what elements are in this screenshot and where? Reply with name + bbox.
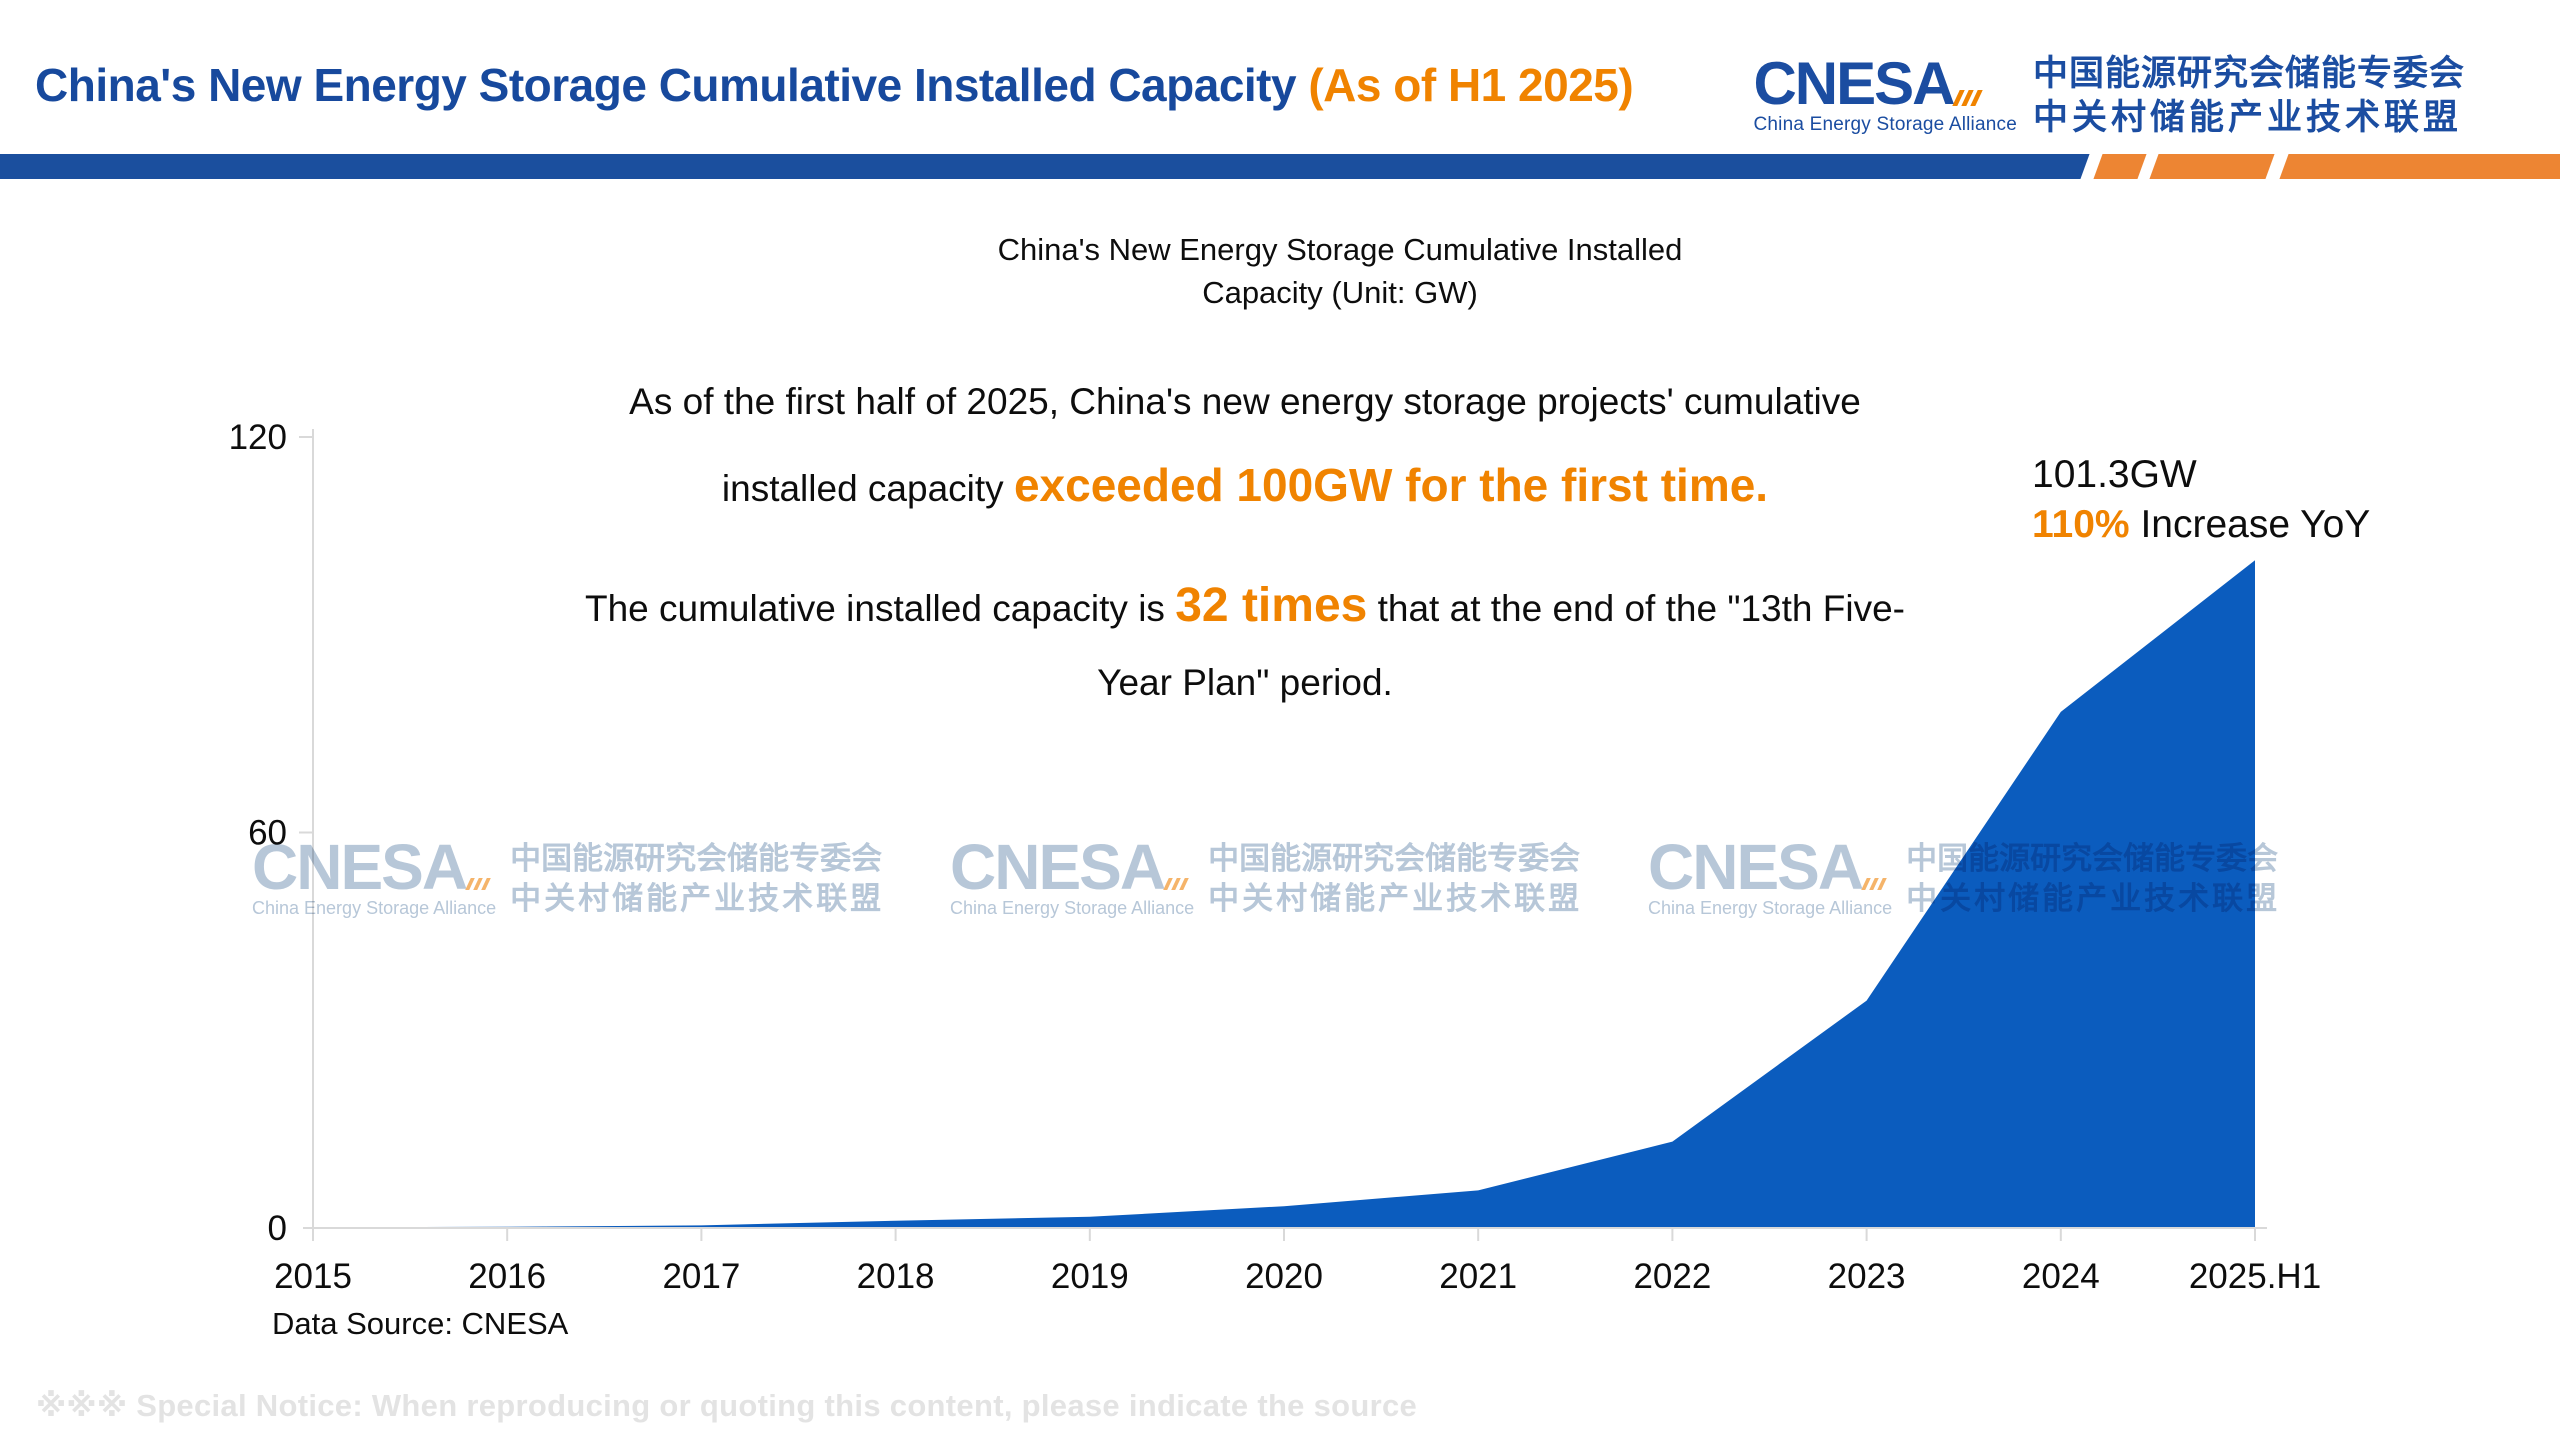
cnesa-logo-cn-line2: 中关村储能产业技术联盟 (2032, 98, 2462, 137)
annotation-line2-normal: installed capacity (721, 468, 1014, 509)
data-source-label: Data Source: CNESA (272, 1306, 569, 1341)
watermark-tagline: China Energy Storage Alliance (1648, 898, 1893, 918)
annotation-line1: As of the first half of 2025, China's ne… (629, 381, 1861, 422)
watermark-cn-line2: 中关村储能产业技术联盟 (1906, 880, 2281, 916)
cnesa-logo: CNESA China Energy Storage Alliance 中国能源… (1753, 52, 2465, 140)
watermark-wordmark-block: CNESA China Energy Storage Alliance (950, 831, 1195, 919)
x-axis-label: 2020 (1245, 1257, 1323, 1296)
chart-title-line2: Capacity (Unit: GW) (1202, 275, 1478, 310)
x-axis-label: 2022 (1633, 1257, 1711, 1296)
page-title-suffix: (As of H1 2025) (1308, 59, 1634, 111)
watermark-hatch-icon (465, 878, 491, 890)
x-axis-label: 2017 (662, 1257, 740, 1296)
watermark-text: CNESA (1648, 831, 1864, 903)
annotation-line3-tail: that at the end of the "13th Five- (1367, 588, 1905, 629)
cnesa-watermark: CNESA China Energy Storage Alliance 中国能源… (950, 831, 1582, 919)
watermark-cn-line2: 中关村储能产业技术联盟 (510, 880, 885, 916)
peak-yoy-percent: 110% (2032, 503, 2130, 546)
cnesa-logo-cn-line1: 中国能源研究会储能专委会 (2032, 54, 2465, 93)
peak-value-callout: 101.3GW 110% Increase YoY (2032, 450, 2370, 550)
chart-title-line1: China's New Energy Storage Cumulative In… (997, 232, 1683, 267)
divider-orange-segment-3 (2279, 154, 2560, 179)
watermark-wordmark: CNESA (950, 831, 1194, 903)
page-title: China's New Energy Storage Cumulative In… (35, 58, 1634, 112)
divider-orange-segment-1 (2093, 154, 2147, 179)
page-title-main: China's New Energy Storage Cumulative In… (35, 59, 1309, 111)
x-axis-label: 2015 (274, 1257, 352, 1296)
annotation-line4: Year Plan" period. (1097, 662, 1393, 703)
watermark-chinese: 中国能源研究会储能专委会 中关村储能产业技术联盟 (510, 839, 884, 919)
watermark-cn-line1: 中国能源研究会储能专委会 (1208, 840, 1581, 876)
x-axis-label: 2023 (1828, 1257, 1906, 1296)
watermark-text: CNESA (252, 831, 468, 903)
chart-annotations: As of the first half of 2025, China's ne… (240, 380, 2250, 705)
watermark-hatch-icon (1163, 878, 1189, 890)
x-axis-label: 2025.H1 (2189, 1257, 2321, 1296)
watermark-tagline: China Energy Storage Alliance (252, 898, 497, 918)
watermark-wordmark-block: CNESA China Energy Storage Alliance (1648, 831, 1893, 919)
x-axis-label: 2019 (1051, 1257, 1129, 1296)
header-divider-bar (0, 154, 2560, 179)
peak-yoy: 110% Increase YoY (2032, 500, 2370, 550)
annotation-line2-highlight: exceeded 100GW for the first time. (1013, 459, 1769, 511)
watermark-cn-line2: 中关村储能产业技术联盟 (1208, 880, 1583, 916)
special-notice: ※※※ Special Notice: When reproducing or … (36, 1388, 1418, 1423)
logo-hatch-icon (1951, 90, 1983, 106)
divider-orange-segment-2 (2149, 154, 2275, 179)
cnesa-logo-wordmark: CNESA (1753, 50, 1983, 117)
watermark-text: CNESA (950, 831, 1166, 903)
annotation-line3-highlight: 32 times (1175, 579, 1368, 632)
x-axis-label: 2016 (468, 1257, 546, 1296)
watermark-cn-line1: 中国能源研究会储能专委会 (510, 840, 883, 876)
chart-title: China's New Energy Storage Cumulative In… (935, 228, 1745, 314)
x-axis-label: 2024 (2022, 1257, 2100, 1296)
cnesa-logo-tagline: China Energy Storage Alliance (1753, 114, 2017, 135)
annotation-line3-normal: The cumulative installed capacity is (585, 588, 1176, 629)
cnesa-watermark: CNESA China Energy Storage Alliance 中国能源… (1648, 831, 2280, 919)
y-axis-label: 0 (268, 1209, 287, 1248)
x-axis-label: 2021 (1439, 1257, 1517, 1296)
watermark-cn-line1: 中国能源研究会储能专委会 (1906, 840, 2279, 876)
watermark-chinese: 中国能源研究会储能专委会 中关村储能产业技术联盟 (1906, 839, 2280, 919)
x-axis-label: 2018 (857, 1257, 935, 1296)
watermark-wordmark: CNESA (252, 831, 496, 903)
cnesa-logo-text: CNESA (1753, 50, 1955, 117)
cnesa-logo-chinese: 中国能源研究会储能专委会 中关村储能产业技术联盟 (2033, 52, 2465, 140)
divider-blue-segment (0, 154, 2090, 179)
watermark-tagline: China Energy Storage Alliance (950, 898, 1195, 918)
watermark-hatch-icon (1861, 878, 1887, 890)
annotation-line2: installed capacity exceeded 100GW for th… (240, 458, 2250, 512)
peak-value: 101.3GW (2032, 453, 2197, 496)
cnesa-watermark: CNESA China Energy Storage Alliance 中国能源… (252, 831, 884, 919)
watermark-chinese: 中国能源研究会储能专委会 中关村储能产业技术联盟 (1208, 839, 1582, 919)
cnesa-logo-wordmark-block: CNESA China Energy Storage Alliance (1753, 50, 2017, 136)
watermark-wordmark-block: CNESA China Energy Storage Alliance (252, 831, 497, 919)
peak-yoy-label: Increase YoY (2129, 503, 2371, 546)
watermark-wordmark: CNESA (1648, 831, 1892, 903)
annotation-line3: The cumulative installed capacity is 32 … (240, 578, 2250, 633)
